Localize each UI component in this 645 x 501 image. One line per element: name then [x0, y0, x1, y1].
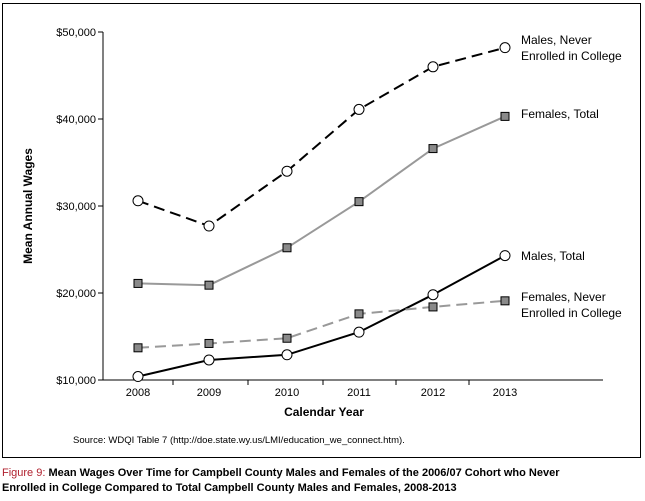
figure-caption: Figure 9: Mean Wages Over Time for Campb… — [2, 466, 642, 496]
y-axis-ticks: $10,000 $20,000 $30,000 $40,000 $50,000 — [56, 27, 103, 387]
series-labels: Males, Never Enrolled in CollegeFemales, … — [521, 33, 622, 320]
data-point-square — [500, 296, 510, 306]
data-point-circle — [203, 220, 215, 232]
x-tick-label: 2013 — [493, 387, 517, 399]
data-point-square — [133, 343, 143, 353]
data-point-circle — [281, 349, 293, 361]
data-point-square — [428, 144, 438, 154]
data-point-circle — [281, 165, 293, 177]
x-tick-label: 2011 — [347, 387, 371, 399]
series-layer — [132, 42, 511, 383]
y-tick-label: $40,000 — [56, 114, 96, 126]
series-label-line: Females, Never — [521, 290, 606, 304]
data-point-square — [282, 243, 292, 253]
series-label-line: Enrolled in College — [521, 49, 622, 63]
y-tick-label: $10,000 — [56, 375, 96, 387]
x-tick-label: 2008 — [126, 387, 150, 399]
data-point-square — [500, 111, 510, 121]
x-axis-ticks: 2008 2009 2010 2011 2012 2013 — [126, 380, 517, 399]
data-point-circle — [499, 250, 511, 262]
line-chart: $10,000 $20,000 $30,000 $40,000 $50,000 2008… — [21, 27, 622, 419]
y-tick-label: $20,000 — [56, 288, 96, 300]
data-point-circle — [132, 195, 144, 207]
y-tick-label: $50,000 — [56, 27, 96, 39]
source-note: Source: WDQI Table 7 (http://doe.state.w… — [73, 435, 405, 446]
series-label-line: Males, Never — [521, 33, 592, 47]
data-point-circle — [132, 371, 144, 383]
data-point-square — [204, 338, 214, 348]
series-label: Males, Total — [521, 249, 585, 263]
series-label-line: Enrolled in College — [521, 306, 622, 320]
caption-figure-number: Figure 9: — [2, 467, 49, 479]
data-point-circle — [353, 326, 365, 338]
series-4 — [133, 296, 510, 353]
series-label: Males, Never Enrolled in College — [521, 33, 622, 63]
data-point-square — [133, 278, 143, 288]
series-label-line: Males, Total — [521, 249, 585, 263]
x-axis-title: Calendar Year — [284, 405, 364, 419]
data-point-square — [282, 333, 292, 343]
series-1 — [132, 42, 511, 232]
data-point-circle — [203, 354, 215, 366]
caption-text-line-1: Mean Wages Over Time for Campbell County… — [48, 467, 560, 479]
series-label-line: Females, Total — [521, 107, 599, 121]
x-tick-label: 2009 — [197, 387, 221, 399]
data-point-circle — [353, 103, 365, 115]
data-point-square — [428, 302, 438, 312]
series-line — [137, 115, 506, 287]
series-3 — [132, 250, 511, 383]
x-tick-label: 2010 — [275, 387, 299, 399]
caption-text-line-2: Enrolled in College Compared to Total Ca… — [2, 482, 457, 494]
series-line — [137, 254, 506, 378]
data-point-square — [354, 197, 364, 207]
data-point-circle — [427, 289, 439, 301]
y-axis-title: Mean Annual Wages — [21, 148, 35, 264]
data-point-circle — [499, 42, 511, 54]
data-point-square — [204, 280, 214, 290]
chart-frame: $10,000 $20,000 $30,000 $40,000 $50,000 2008… — [2, 3, 641, 458]
data-point-circle — [427, 61, 439, 73]
series-line — [137, 299, 506, 349]
series-label: Females, Never Enrolled in College — [521, 290, 622, 320]
data-point-square — [354, 309, 364, 319]
series-label: Females, Total — [521, 107, 599, 121]
y-tick-label: $30,000 — [56, 201, 96, 213]
x-tick-label: 2012 — [421, 387, 445, 399]
series-2 — [133, 111, 510, 290]
series-line — [137, 46, 506, 228]
